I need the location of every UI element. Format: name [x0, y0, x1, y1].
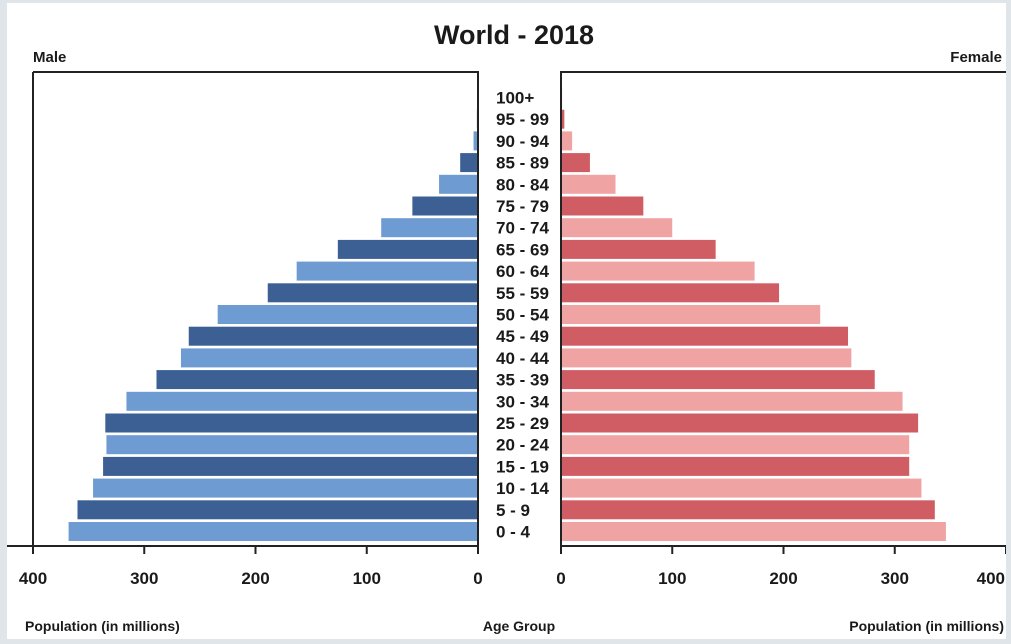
- female-axis-title: Population (in millions): [849, 618, 1004, 634]
- chart-frame: World - 2018 Male Female 0 - 4 5 - 9 10 - …: [7, 3, 1006, 639]
- age-group-label: 30 - 34: [496, 392, 549, 411]
- age-group-label: 60 - 64: [496, 262, 549, 281]
- female-label: Female: [950, 49, 1002, 66]
- male-tick-label: 400: [19, 569, 47, 588]
- male-x-ticks: 400 300 200 100 0: [19, 546, 483, 588]
- female-bar-80-84: [561, 175, 616, 194]
- age-group-label: 65 - 69: [496, 240, 549, 259]
- female-bar-85-89: [561, 153, 590, 172]
- male-bar-65-69: [338, 240, 478, 259]
- age-group-label: 90 - 94: [496, 132, 549, 151]
- male-tick-label: 300: [130, 569, 158, 588]
- male-tick-label: 100: [353, 569, 381, 588]
- male-bar-5-9: [78, 500, 479, 519]
- age-group-label: 55 - 59: [496, 284, 549, 303]
- female-bar-40-44: [561, 348, 851, 367]
- male-axis-title: Population (in millions): [25, 618, 180, 634]
- male-bar-35-39: [156, 370, 478, 389]
- age-group-label: 45 - 49: [496, 327, 549, 346]
- male-bar-15-19: [103, 457, 478, 476]
- female-tick-label: 0: [556, 569, 565, 588]
- male-bar-25-29: [105, 414, 478, 433]
- female-bar-60-64: [561, 262, 755, 281]
- chart-title: World - 2018: [434, 20, 594, 50]
- age-group-label: 75 - 79: [496, 197, 549, 216]
- female-bars: [561, 88, 946, 541]
- female-bar-55-59: [561, 283, 779, 302]
- male-tick-label: 0: [473, 569, 482, 588]
- female-tick-label: 300: [881, 569, 909, 588]
- female-bar-65-69: [561, 240, 716, 259]
- female-x-ticks: 0 100 200 300 400: [556, 546, 1006, 588]
- male-bar-60-64: [297, 262, 478, 281]
- female-bar-5-9: [561, 500, 935, 519]
- male-bar-10-14: [93, 479, 478, 498]
- age-group-label: 25 - 29: [496, 414, 549, 433]
- male-bar-80-84: [439, 175, 478, 194]
- female-bar-25-29: [561, 414, 918, 433]
- age-group-label: 40 - 44: [496, 349, 549, 368]
- age-group-label: 5 - 9: [496, 501, 530, 520]
- female-bar-90-94: [561, 131, 572, 150]
- female-bar-35-39: [561, 370, 875, 389]
- age-group-label: 80 - 84: [496, 175, 549, 194]
- male-bar-85-89: [460, 153, 478, 172]
- female-tick-label: 100: [658, 569, 686, 588]
- male-bar-40-44: [181, 348, 478, 367]
- male-label: Male: [33, 49, 66, 66]
- male-tick-label: 200: [241, 569, 269, 588]
- age-group-labels: 0 - 4 5 - 9 10 - 14 15 - 19 20 - 24 25 - 29 30…: [496, 89, 549, 542]
- female-bar-45-49: [561, 327, 848, 346]
- age-group-label: 100+: [496, 89, 534, 108]
- age-group-axis-title: Age Group: [483, 618, 555, 634]
- age-group-label: 15 - 19: [496, 457, 549, 476]
- female-tick-label: 400: [977, 569, 1005, 588]
- age-group-label: 35 - 39: [496, 371, 549, 390]
- female-bar-20-24: [561, 435, 909, 454]
- male-bar-70-74: [381, 218, 478, 237]
- male-bar-55-59: [268, 283, 478, 302]
- population-pyramid-chart: World - 2018 Male Female 0 - 4 5 - 9 10 - …: [7, 3, 1006, 639]
- female-bar-10-14: [561, 479, 921, 498]
- age-group-label: 10 - 14: [496, 479, 549, 498]
- female-bar-50-54: [561, 305, 820, 324]
- age-group-label: 70 - 74: [496, 219, 549, 238]
- male-bars: [69, 88, 479, 541]
- male-bar-0-4: [69, 522, 478, 541]
- age-group-label: 0 - 4: [496, 523, 531, 542]
- female-bar-75-79: [561, 197, 643, 216]
- female-bar-15-19: [561, 457, 909, 476]
- male-bar-75-79: [412, 197, 478, 216]
- female-bar-30-34: [561, 392, 903, 411]
- age-group-label: 50 - 54: [496, 306, 549, 325]
- male-bar-30-34: [126, 392, 478, 411]
- male-bar-20-24: [106, 435, 478, 454]
- male-bar-50-54: [218, 305, 478, 324]
- female-bar-70-74: [561, 218, 672, 237]
- age-group-label: 85 - 89: [496, 154, 549, 173]
- male-bar-45-49: [189, 327, 478, 346]
- age-group-label: 95 - 99: [496, 110, 549, 129]
- age-group-label: 20 - 24: [496, 436, 549, 455]
- female-tick-label: 200: [769, 569, 797, 588]
- female-bar-0-4: [561, 522, 946, 541]
